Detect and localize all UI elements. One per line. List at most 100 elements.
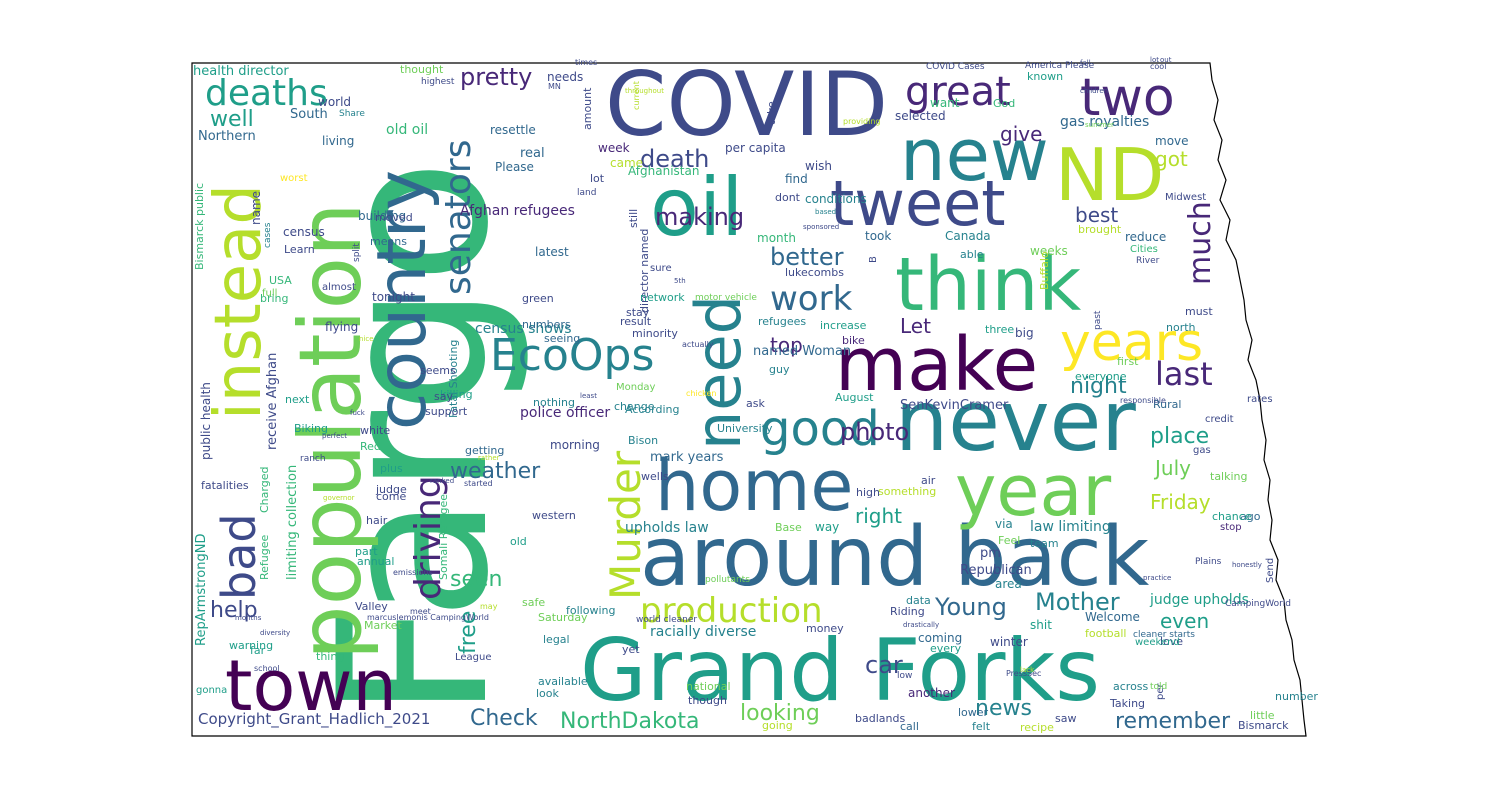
word-call: call — [900, 720, 919, 733]
word-white: white — [360, 424, 390, 437]
word-director-named: director named — [638, 229, 651, 313]
word-next: next — [285, 393, 310, 406]
word-new: new — [900, 113, 1049, 197]
word-weeks: weeks — [1030, 244, 1068, 258]
word-bismarck-public: Bismarck public — [193, 183, 206, 270]
word-first: first — [1117, 355, 1139, 368]
word-part: part — [355, 545, 378, 558]
word-racially-diverse: racially diverse — [650, 624, 756, 640]
word-years: years — [1060, 313, 1203, 373]
word-guy: guy — [769, 363, 790, 376]
word-pm: pm — [980, 546, 1001, 561]
word-want: want — [930, 96, 960, 110]
word-university: University — [717, 422, 773, 435]
word-republican: Republican — [960, 563, 1032, 578]
word-monday: Monday — [616, 382, 656, 393]
word-gas-royalties: gas royalties — [1060, 114, 1149, 130]
word-worst: worst — [280, 173, 308, 184]
word-little: little — [1250, 709, 1275, 722]
word-yet: yet — [622, 643, 640, 656]
word-wish: wish — [805, 159, 832, 173]
word-full: full — [262, 288, 277, 299]
word-reparmstrongnd: RepArmstrongND — [194, 534, 209, 646]
word-stay: stay — [626, 306, 650, 319]
word-moved: moved — [375, 211, 413, 224]
word-red: Red — [360, 440, 381, 453]
word-feel: Feel — [998, 534, 1020, 547]
word-town: town — [225, 645, 397, 727]
word-western: western — [532, 509, 576, 522]
word-bad: bad — [212, 513, 266, 600]
word-cleaner-starts: cleaner starts — [1133, 630, 1195, 640]
word-according: According — [625, 403, 679, 416]
word-learn: Learn — [284, 243, 315, 256]
word-market: Market — [364, 619, 402, 632]
word-going: going — [762, 719, 793, 732]
word-gonna: gonna — [196, 685, 227, 696]
word-covid: COVID — [605, 53, 888, 156]
word-around-back: around back — [640, 510, 1150, 605]
word-move: move — [1155, 134, 1189, 148]
word-conditions: conditions — [805, 192, 867, 206]
word-bike: bike — [842, 334, 865, 347]
word-valley: Valley — [355, 600, 388, 613]
word-felt: felt — [972, 720, 991, 733]
word-presssec: PressSec — [1006, 669, 1041, 678]
word-last: last — [1155, 355, 1213, 393]
word-making: making — [655, 203, 744, 231]
word-result: result — [620, 315, 652, 328]
word-looking: looking — [740, 701, 820, 726]
word-legal: legal — [543, 633, 570, 646]
word-lot: lot — [590, 172, 605, 185]
word-something: something — [878, 485, 936, 498]
word-look: look — [536, 687, 560, 700]
word-school: school — [254, 664, 280, 673]
word-lack: lack — [1020, 666, 1035, 674]
word-seen: seen — [450, 567, 502, 592]
word-network: network — [640, 291, 685, 304]
word-ask: ask — [746, 397, 765, 410]
word-drastically: drastically — [903, 621, 939, 629]
word-somali-refugee: Somali Refugee — [437, 494, 450, 580]
word-production: production — [640, 591, 823, 631]
word-wells: wells — [641, 470, 669, 483]
word-getting: getting — [465, 444, 504, 457]
word-northdakota: NorthDakota — [560, 709, 699, 734]
word-may: may — [480, 602, 498, 611]
word-best: best — [1075, 203, 1118, 227]
word-come: come — [376, 490, 406, 503]
word-mother: Mother — [1035, 588, 1120, 616]
word-senkevincramer: SenKevinCramer — [900, 398, 1009, 413]
word-good: good — [760, 401, 880, 457]
word-bring: bring — [260, 292, 289, 305]
word-across: across — [1113, 680, 1149, 693]
word-green: green — [522, 292, 554, 305]
word-following: following — [566, 604, 615, 617]
word-based: based — [815, 208, 836, 216]
word-police-officer: police officer — [520, 405, 610, 421]
word-football: football — [1085, 627, 1126, 640]
word-nd: ND — [1055, 133, 1164, 217]
word-diversity: diversity — [260, 629, 290, 637]
word-biking: Biking — [294, 422, 328, 435]
word-known: known — [1027, 70, 1063, 83]
word-top: top — [770, 333, 803, 357]
word-meet: meet — [410, 607, 431, 616]
word-receive-afghan: receive Afghan — [265, 353, 280, 450]
word-buffalo: Buffalo — [1038, 251, 1051, 290]
word-well: well — [210, 107, 254, 132]
word-car: car — [865, 651, 903, 679]
word-came: came — [610, 156, 643, 170]
word-america-please: America Please — [1025, 61, 1095, 71]
word-year: year — [955, 450, 1111, 532]
word-better: better — [770, 243, 844, 271]
word-midwest: Midwest — [1165, 192, 1206, 203]
word-almost: almost — [322, 282, 356, 293]
word-land: land — [577, 188, 596, 198]
word-death: death — [640, 145, 709, 173]
word-saturday: Saturday — [538, 611, 588, 624]
word-big: big — [1015, 326, 1034, 340]
word-world-cleaner: world cleaner — [636, 615, 697, 625]
word-warning: warning — [229, 639, 273, 652]
